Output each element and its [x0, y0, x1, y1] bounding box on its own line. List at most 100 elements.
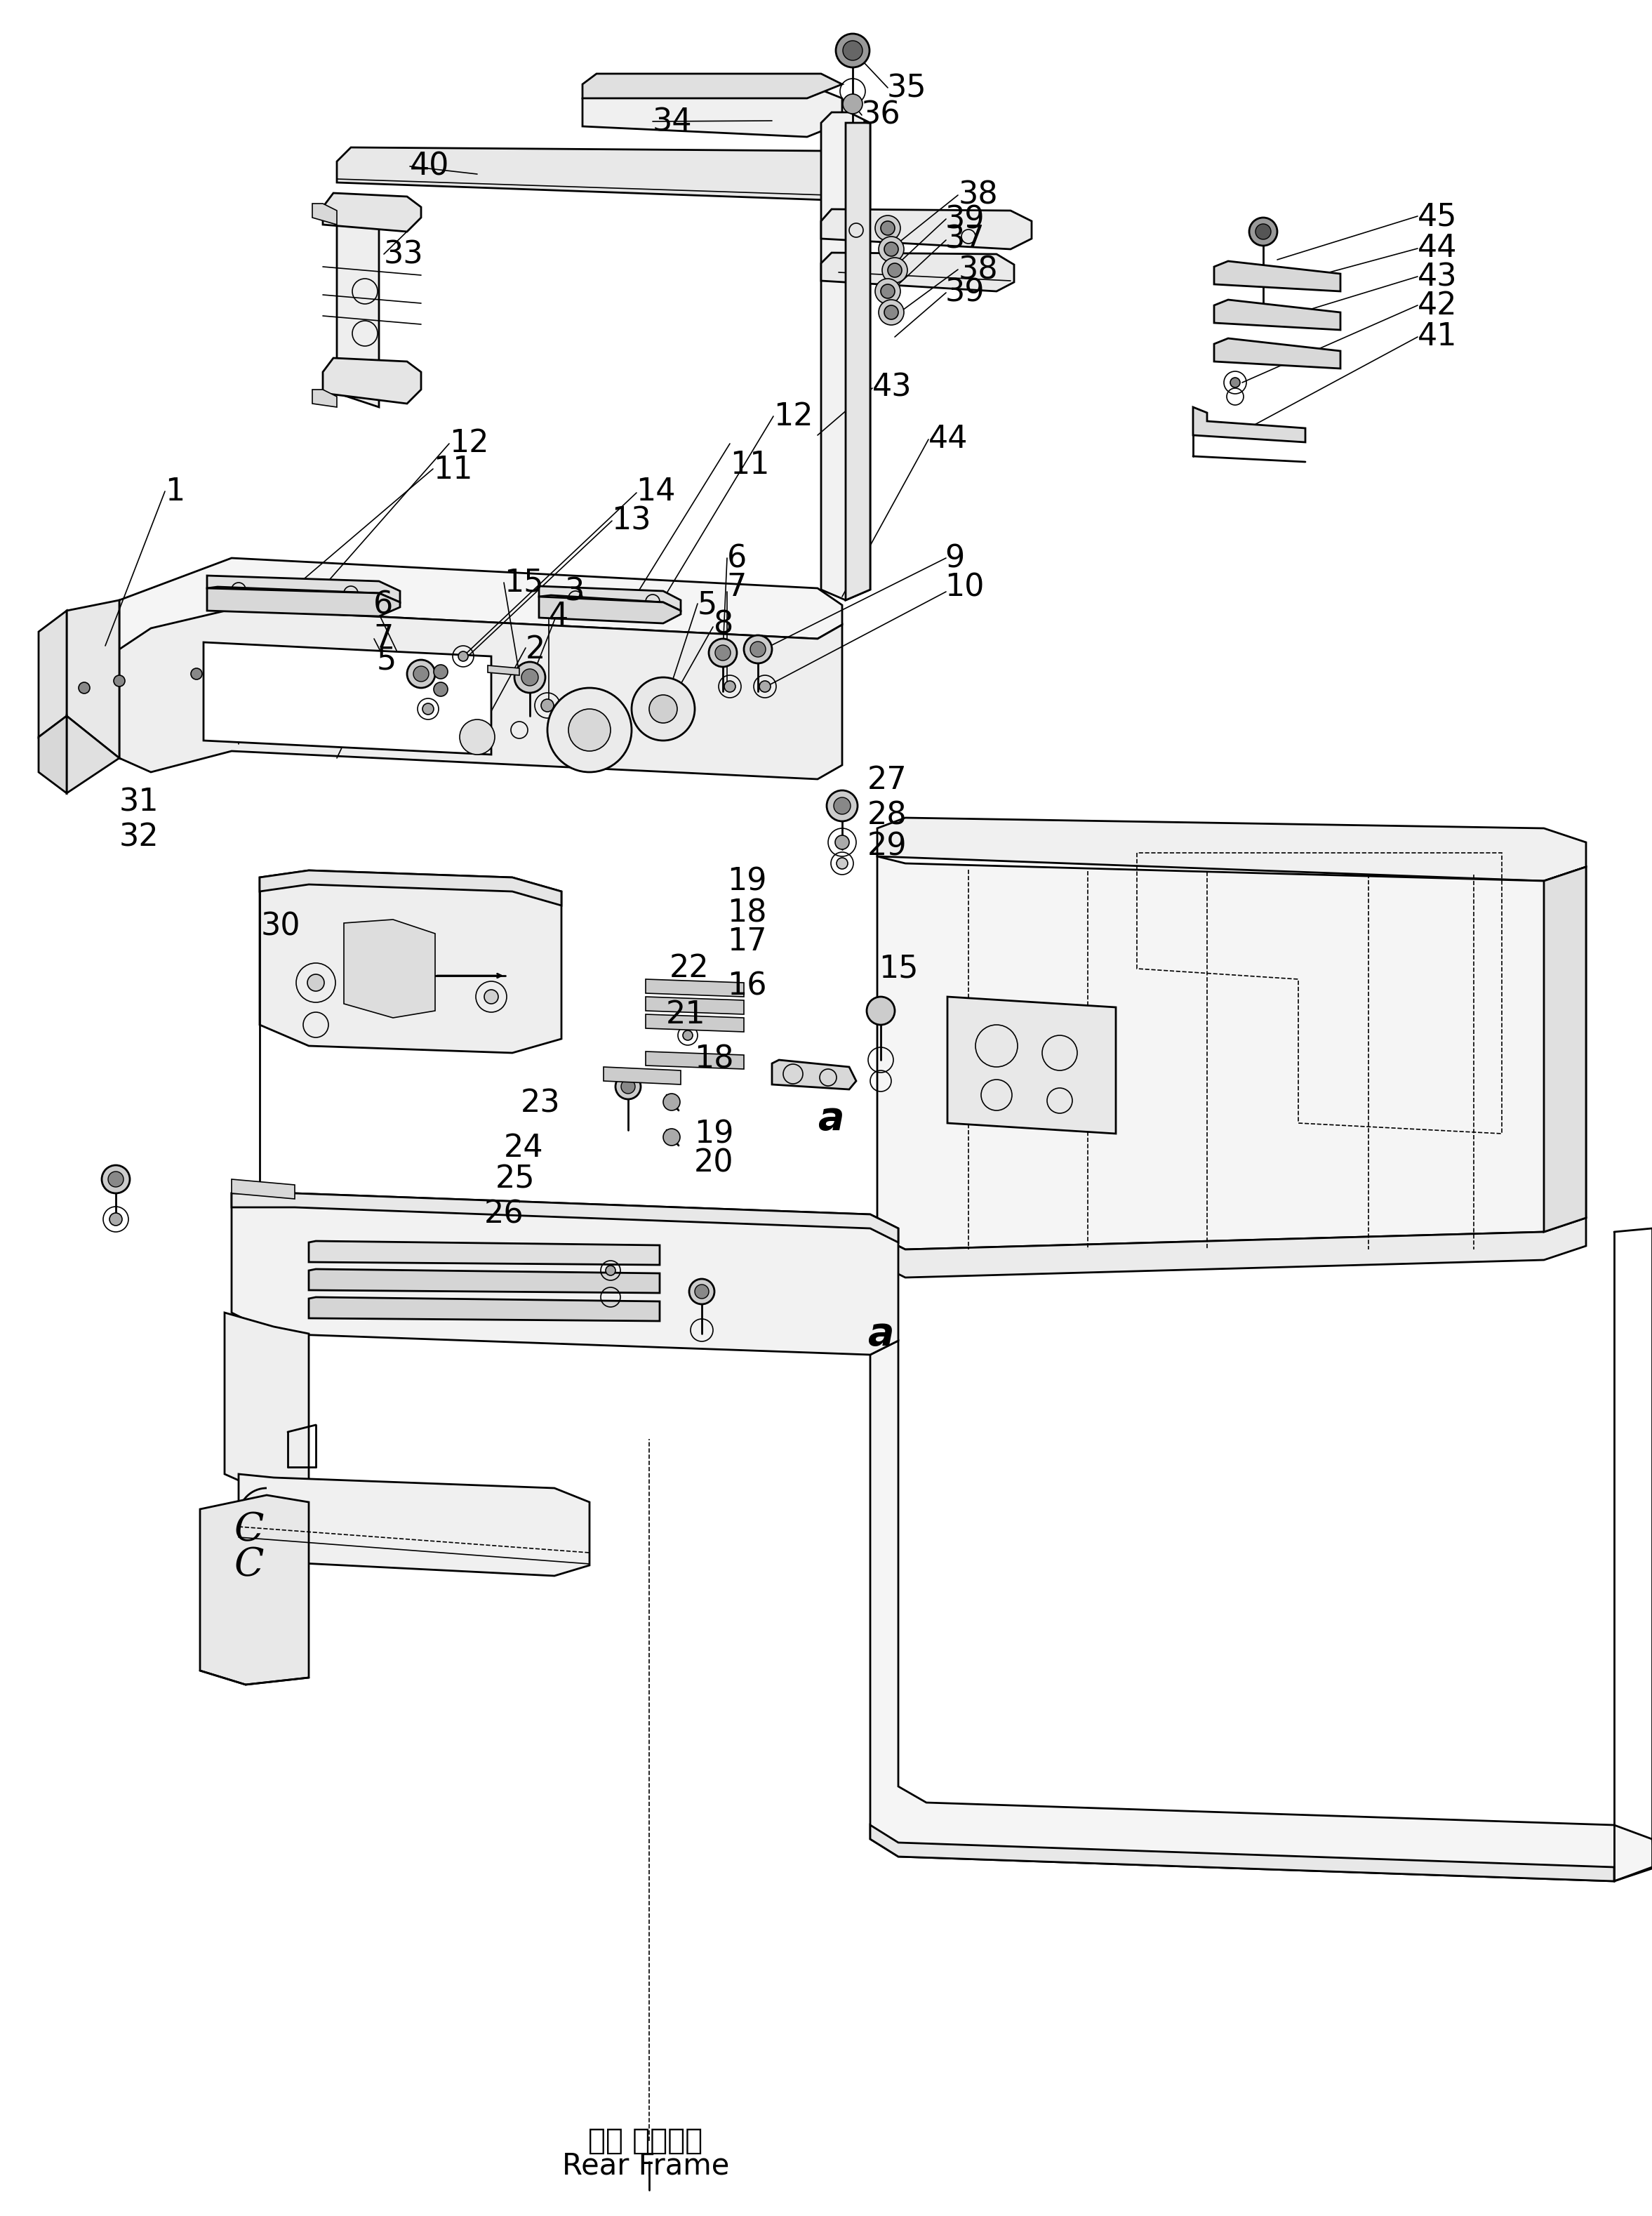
Text: 12: 12 [773, 401, 813, 432]
Polygon shape [312, 204, 337, 224]
Text: 6: 6 [727, 543, 747, 574]
Polygon shape [309, 1270, 659, 1292]
Circle shape [709, 638, 737, 667]
Circle shape [568, 709, 611, 751]
Text: 45: 45 [1417, 202, 1457, 233]
Text: 5: 5 [697, 589, 717, 620]
Polygon shape [771, 1059, 856, 1090]
Circle shape [843, 93, 862, 113]
Polygon shape [603, 1066, 681, 1084]
Polygon shape [322, 193, 421, 233]
Circle shape [649, 696, 677, 722]
Circle shape [876, 215, 900, 242]
Polygon shape [231, 1179, 294, 1199]
Text: リヤ フレーム: リヤ フレーム [588, 2125, 702, 2156]
Text: 31: 31 [119, 787, 159, 818]
Circle shape [695, 1285, 709, 1299]
Circle shape [522, 669, 539, 685]
Polygon shape [259, 871, 562, 906]
Polygon shape [539, 585, 681, 612]
Polygon shape [231, 1192, 899, 1243]
Circle shape [616, 1075, 641, 1099]
Text: 36: 36 [861, 100, 900, 131]
Polygon shape [947, 997, 1115, 1135]
Text: 43: 43 [872, 372, 912, 403]
Polygon shape [312, 390, 337, 408]
Circle shape [881, 222, 895, 235]
Text: a: a [818, 1099, 844, 1139]
Circle shape [621, 1079, 634, 1095]
Text: 34: 34 [653, 106, 692, 137]
Text: 23: 23 [520, 1088, 560, 1119]
Circle shape [879, 299, 904, 326]
Circle shape [876, 279, 900, 304]
Text: 38: 38 [958, 255, 998, 286]
Circle shape [413, 667, 430, 683]
Polygon shape [322, 359, 421, 403]
Text: 18: 18 [694, 1044, 733, 1075]
Text: 11: 11 [730, 450, 770, 481]
Circle shape [606, 1265, 616, 1276]
Text: 26: 26 [484, 1199, 524, 1230]
Text: 28: 28 [867, 800, 907, 831]
Circle shape [881, 284, 895, 299]
Text: C: C [235, 1511, 264, 1549]
Circle shape [542, 698, 553, 711]
Polygon shape [38, 612, 66, 738]
Text: 18: 18 [727, 897, 767, 929]
Polygon shape [231, 1192, 899, 1354]
Circle shape [109, 1212, 122, 1225]
Text: 29: 29 [867, 831, 907, 862]
Polygon shape [1193, 408, 1305, 443]
Polygon shape [871, 1341, 1652, 1881]
Circle shape [836, 33, 869, 66]
Polygon shape [846, 122, 871, 601]
Polygon shape [225, 1312, 309, 1489]
Text: 22: 22 [669, 953, 709, 984]
Circle shape [760, 680, 770, 691]
Polygon shape [646, 1053, 743, 1068]
Circle shape [867, 997, 895, 1024]
Polygon shape [646, 997, 743, 1015]
Polygon shape [1545, 866, 1586, 1232]
Circle shape [887, 264, 902, 277]
Circle shape [434, 665, 448, 678]
Circle shape [884, 306, 899, 319]
Text: 7: 7 [727, 572, 747, 603]
Polygon shape [309, 1241, 659, 1265]
Text: 21: 21 [666, 999, 705, 1030]
Polygon shape [646, 979, 743, 997]
Polygon shape [259, 871, 562, 1053]
Text: 6: 6 [373, 589, 393, 620]
Circle shape [547, 687, 631, 771]
Circle shape [834, 798, 851, 813]
Circle shape [1231, 377, 1241, 388]
Polygon shape [309, 1296, 659, 1321]
Polygon shape [539, 596, 681, 623]
Polygon shape [238, 1474, 590, 1576]
Text: 13: 13 [611, 505, 651, 536]
Text: 1: 1 [165, 476, 185, 507]
Text: 25: 25 [496, 1163, 535, 1194]
Text: 9: 9 [945, 543, 965, 574]
Circle shape [514, 663, 545, 694]
Text: 39: 39 [945, 277, 985, 308]
Text: 35: 35 [887, 73, 927, 104]
Text: 7: 7 [373, 623, 393, 654]
Circle shape [836, 835, 849, 849]
Circle shape [406, 660, 434, 687]
Text: 43: 43 [1417, 261, 1457, 293]
Text: 41: 41 [1417, 321, 1457, 352]
Circle shape [689, 1279, 714, 1305]
Polygon shape [646, 1015, 743, 1033]
Polygon shape [583, 84, 843, 137]
Text: 42: 42 [1417, 290, 1457, 321]
Text: 20: 20 [694, 1148, 733, 1179]
Text: 37: 37 [945, 224, 985, 255]
Text: 33: 33 [383, 239, 423, 270]
Circle shape [307, 975, 324, 991]
Polygon shape [877, 818, 1586, 882]
Text: 15: 15 [879, 953, 919, 984]
Text: 2: 2 [525, 634, 545, 665]
Polygon shape [200, 1496, 309, 1684]
